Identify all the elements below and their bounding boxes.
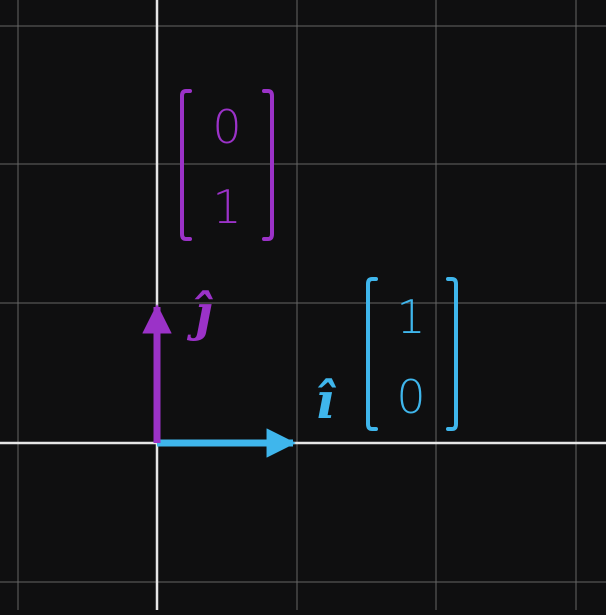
j-hat-top-entry: 0 — [212, 100, 241, 154]
i-hat-bottom-entry: 0 — [396, 370, 425, 424]
right-bracket — [262, 89, 274, 241]
i-hat-top-entry: 1 — [396, 290, 425, 344]
left-bracket — [180, 89, 192, 241]
right-bracket — [446, 277, 458, 431]
i-hat-column-vector: 1 0 — [366, 277, 458, 431]
left-bracket — [366, 277, 378, 431]
i-hat-label: î — [316, 371, 337, 430]
j-hat-label: ĵ — [186, 283, 213, 342]
j-hat-bottom-entry: 1 — [212, 180, 241, 234]
j-hat-column-vector: 0 1 — [180, 89, 274, 241]
